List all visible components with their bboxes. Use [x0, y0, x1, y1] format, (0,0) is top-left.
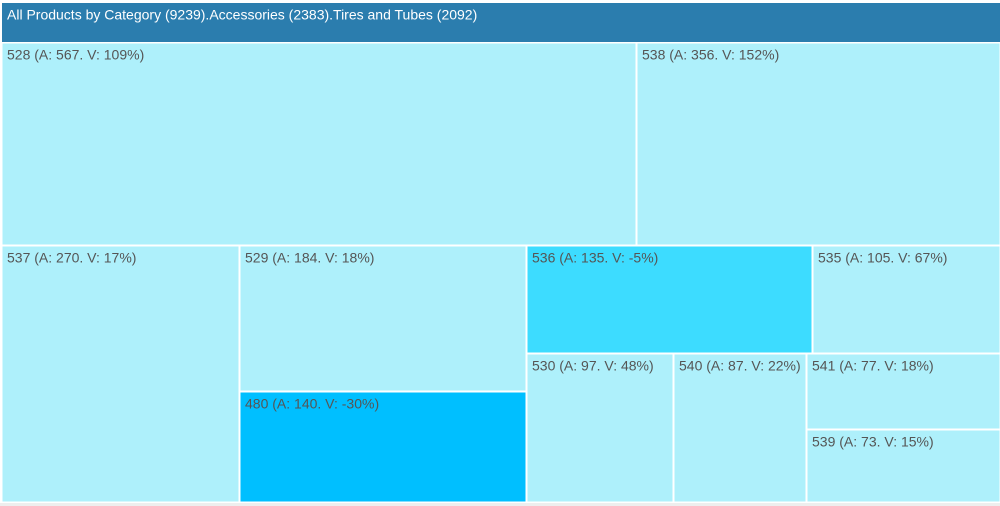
treemap-tile[interactable]: [239, 391, 527, 503]
chart-title: All Products by Category (9239).Accessor…: [7, 7, 477, 23]
tile-label: 541 (A: 77. V: 18%): [812, 358, 934, 374]
bottom-strip: [0, 503, 1000, 506]
tile-label: 536 (A: 135. V: -5%): [532, 250, 658, 266]
tile-label: 529 (A: 184. V: 18%): [245, 250, 374, 266]
tile-label: 535 (A: 105. V: 67%): [818, 250, 947, 266]
treemap-tile[interactable]: [812, 245, 1000, 354]
treemap-tile[interactable]: [673, 353, 807, 503]
tile-label: 538 (A: 356. V: 152%): [642, 47, 779, 63]
tile-label: 537 (A: 270. V: 17%): [7, 250, 136, 266]
treemap-tile[interactable]: [806, 429, 1000, 503]
tile-label: 530 (A: 97. V: 48%): [532, 358, 654, 374]
tile-label: 540 (A: 87. V: 22%): [679, 358, 801, 374]
treemap-tile[interactable]: [239, 245, 527, 392]
treemap-tile[interactable]: [1, 245, 240, 503]
treemap-tile[interactable]: [806, 353, 1000, 430]
tile-label: 528 (A: 567. V: 109%): [7, 47, 144, 63]
treemap-tile[interactable]: [526, 245, 813, 354]
title-bar[interactable]: [2, 3, 1000, 42]
treemap-tile[interactable]: [636, 42, 1000, 246]
tile-label: 539 (A: 73. V: 15%): [812, 434, 934, 450]
tile-label: 480 (A: 140. V: -30%): [245, 396, 379, 412]
treemap-tile[interactable]: [526, 353, 674, 503]
treemap-tile[interactable]: [1, 42, 637, 246]
